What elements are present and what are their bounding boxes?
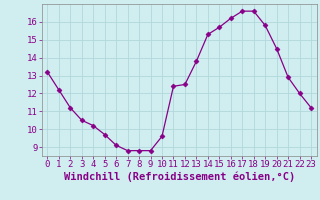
X-axis label: Windchill (Refroidissement éolien,°C): Windchill (Refroidissement éolien,°C): [64, 172, 295, 182]
